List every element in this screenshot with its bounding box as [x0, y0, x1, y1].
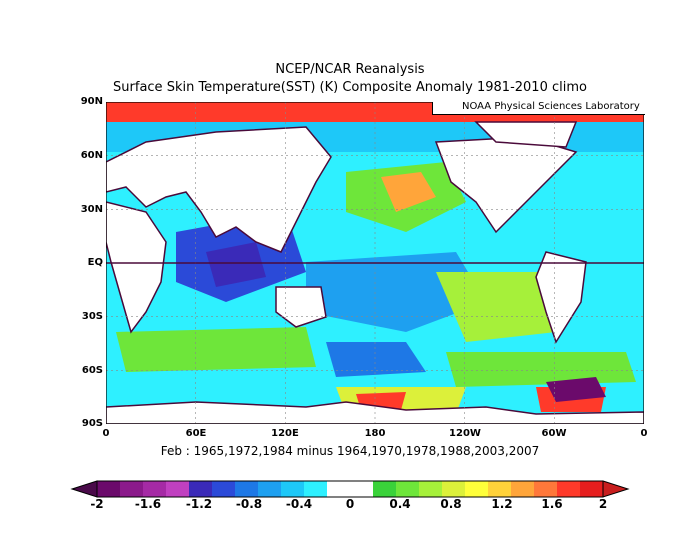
lat-label-30s: 30S: [81, 311, 103, 322]
colorbar-cell: [373, 481, 397, 497]
australia: [275, 286, 327, 328]
south-pacific-warm: [436, 272, 556, 342]
colorbar-label: -0.4: [285, 497, 313, 511]
colorbar-cell: [120, 481, 144, 497]
colorbar-cell: [580, 481, 604, 497]
africa: [106, 201, 167, 334]
colorbar-label: -1.6: [134, 497, 162, 511]
colorbar-label: 0: [345, 497, 355, 511]
colorbar-arrow-right: [602, 480, 630, 498]
lat-label-60n: 60N: [80, 150, 103, 161]
chart-subtitle-line: Surface Skin Temperature(SST) (K) Compos…: [113, 80, 587, 95]
colorbar-cell: [166, 481, 190, 497]
colorbar-cell: [258, 481, 282, 497]
lon-label-0-east: 0: [640, 428, 648, 439]
greenland: [474, 121, 578, 148]
credit-label: NOAA Physical Sciences Laboratory: [462, 101, 640, 112]
colorbar-cell: [350, 481, 374, 497]
credit-box: [432, 102, 645, 115]
colorbar-cell: [396, 481, 420, 497]
composite-years-label: Feb : 1965,1972,1984 minus 1964,1970,197…: [160, 444, 540, 458]
colorbar-label: 1.2: [491, 497, 513, 511]
colorbar-cell: [465, 481, 489, 497]
colorbar-label: 0.4: [389, 497, 411, 511]
colorbar-cell: [557, 481, 581, 497]
colorbar-cell: [97, 481, 121, 497]
colorbar-cell: [189, 481, 213, 497]
colorbar-label: 0.8: [440, 497, 462, 511]
colorbar-cell: [488, 481, 512, 497]
colorbar-label: -2: [90, 497, 104, 511]
sst-anomaly-map: [106, 102, 644, 424]
colorbar-cell: [419, 481, 443, 497]
colorbar-cell: [511, 481, 535, 497]
lon-label-120w: 120W: [449, 428, 481, 439]
southern-ocean-band: [116, 327, 316, 372]
colorbar-label: 2: [598, 497, 608, 511]
lat-label-60s: 60S: [81, 365, 103, 376]
lon-label-180: 180: [364, 428, 386, 439]
lon-label-60e: 60E: [185, 428, 207, 439]
colorbar-arrow-left: [70, 480, 98, 498]
colorbar-cell: [304, 481, 328, 497]
lon-label-60w: 60W: [541, 428, 567, 439]
colorbar: [70, 480, 630, 498]
colorbar-label: 1.6: [541, 497, 563, 511]
colorbar-cell: [534, 481, 558, 497]
lat-label-eq: EQ: [87, 257, 103, 268]
lat-label-30n: 30N: [80, 204, 103, 215]
colorbar-label: -0.8: [235, 497, 263, 511]
lon-label-0: 0: [102, 428, 110, 439]
eurasia: [106, 126, 332, 253]
colorbar-cell: [281, 481, 305, 497]
continents: [106, 121, 644, 424]
colorbar-cell: [327, 481, 351, 497]
colorbar-cell: [442, 481, 466, 497]
lat-label-90s: 90S: [81, 418, 103, 429]
colorbar-cell: [143, 481, 167, 497]
chart-title: NCEP/NCAR Reanalysis: [275, 62, 425, 77]
lat-label-90n: 90N: [80, 96, 103, 107]
colorbar-label: -1.2: [185, 497, 213, 511]
lon-label-120e: 120E: [271, 428, 299, 439]
colorbar-cell: [235, 481, 259, 497]
south-america: [535, 251, 587, 344]
colorbar-cell: [212, 481, 236, 497]
